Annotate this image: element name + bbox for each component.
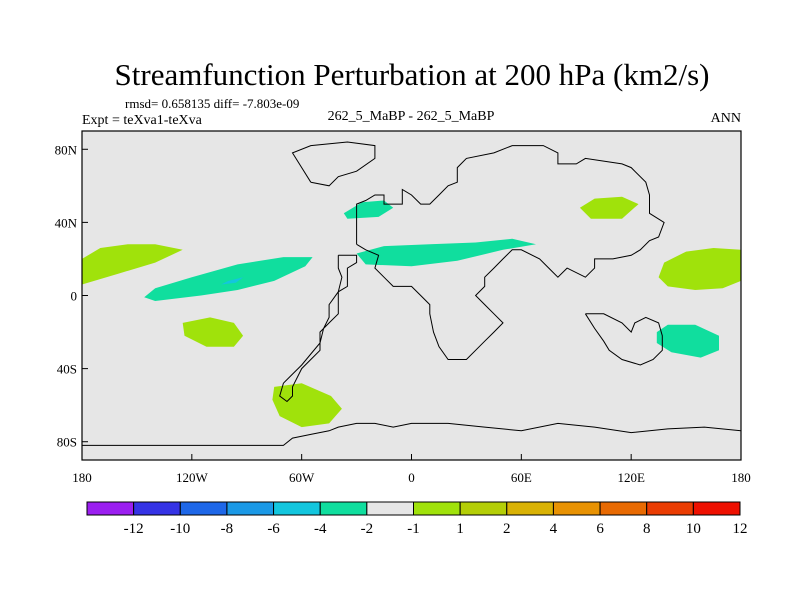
americas-coastline [279,254,358,403]
colorbar-swatch [413,501,461,516]
positive-anomaly-date-line [658,248,741,290]
colorbar-label: 10 [686,521,701,537]
colorbar-label: 8 [643,521,651,537]
africa-eurasia-coastline [356,145,665,360]
colorbar-swatch [86,501,135,516]
colorbar-label: -12 [124,521,144,537]
x-tick-label: 120W [176,470,209,485]
greenland-coastline [291,141,376,187]
positive-anomaly-southeast-pacific [182,317,244,347]
colorbar-swatch [226,501,275,516]
y-tick-label: 40S [57,362,77,377]
colorbar-swatch [599,501,648,516]
experiment-label: Expt = teXva1-teXva [82,113,203,128]
y-tick-label: 0 [71,289,78,304]
colorbar-swatch [552,501,601,516]
x-tick-label: 180 [731,470,751,485]
x-tick-label: 60W [289,470,315,485]
y-tick-label: 40N [55,215,78,230]
negative-anomaly-south-pacific [656,324,719,358]
colorbar-swatch [179,501,228,516]
y-tick-label: 80S [57,435,77,450]
y-tick-label: 80N [55,142,78,157]
colorbar-swatch [692,501,741,516]
season-label: ANN [711,111,741,126]
colorbar-label: -10 [170,521,190,537]
x-tick-label: 120E [617,470,645,485]
colorbar-swatch [366,501,415,516]
positive-anomaly-south-atlantic [272,383,342,428]
colorbar-label: 6 [596,521,604,537]
colorbar-label: -2 [361,521,374,537]
colorbar-swatch [319,501,368,516]
chart-title: Streamfunction Perturbation at 200 hPa (… [115,57,710,92]
positive-anomaly-east-pacific [82,244,183,285]
australia-coastline [584,313,663,366]
colorbar-label: -8 [221,521,234,537]
colorbar-swatch [459,501,508,516]
stats-line: rmsd= 0.658135 diff= -7.803e-09 [125,96,299,111]
negative-anomaly-central-pacific [144,257,313,301]
colorbar-swatch [273,501,321,516]
colorbar-swatch [133,501,181,516]
negative-anomaly-eurasia [356,238,536,267]
colorbar-label: -1 [407,521,420,537]
colorbar-label: 4 [550,521,558,537]
colorbar-label: -4 [314,521,327,537]
x-tick-label: 180 [72,470,92,485]
antarctica-coastline [82,422,741,446]
negative-anomaly-core [221,277,244,285]
colorbar-swatch [646,501,694,516]
colorbar-label: 12 [733,521,748,537]
positive-anomaly-east-asia [579,196,639,219]
x-tick-label: 0 [408,470,415,485]
colorbar-label: 2 [503,521,511,537]
colorbar-label: -6 [267,521,280,537]
case-label: 262_5_MaBP - 262_5_MaBP [328,109,495,124]
x-tick-label: 60E [511,470,532,485]
colorbar-swatch [506,501,554,516]
colorbar-label: 1 [456,521,464,537]
